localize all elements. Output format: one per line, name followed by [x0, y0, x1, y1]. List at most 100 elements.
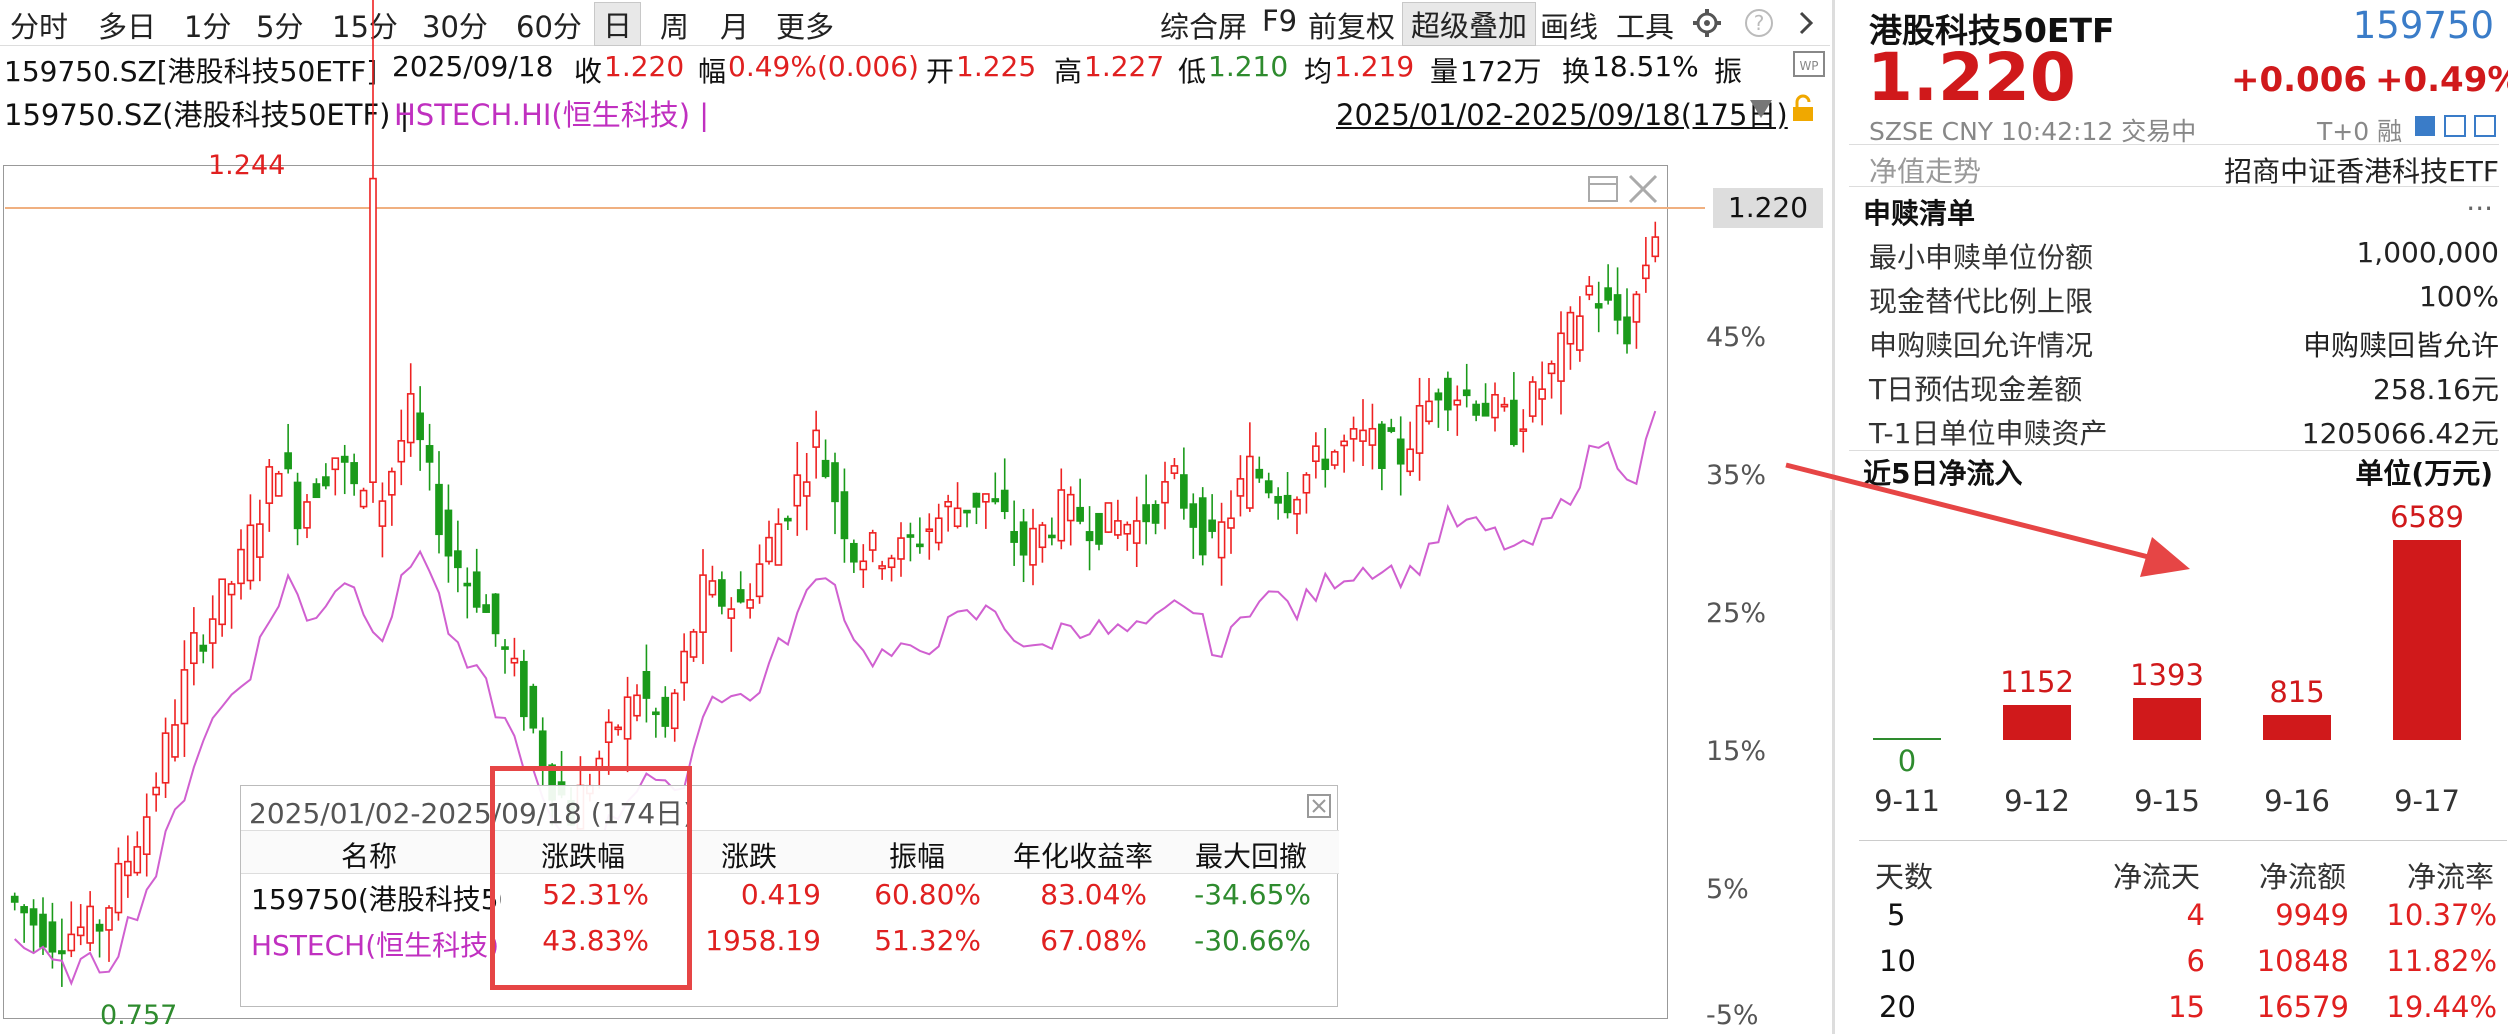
candle-body — [86, 905, 94, 944]
candle-body — [1481, 402, 1490, 417]
dropdown-arrow-icon[interactable] — [1748, 98, 1774, 120]
toolbar-icons[interactable] — [2413, 114, 2503, 138]
flow-amount: 9949 — [2275, 898, 2349, 932]
candle-body — [1632, 293, 1641, 323]
quote-info-line: 159750.SZ[港股科技50ETF] 2025/09/18 收 1.220 … — [0, 46, 1830, 90]
candle-body — [1312, 445, 1320, 463]
super-overlay-button[interactable]: 超级叠加 — [1402, 2, 1537, 46]
candle-body — [1472, 403, 1480, 416]
lock-icon[interactable] — [1788, 94, 1818, 124]
redeem-item-label: T-1日单位申赎资产 — [1869, 417, 2108, 450]
stats-row-etf: 159750(港股科技50 52.31% 0.419 60.80% 83.04%… — [241, 874, 1339, 918]
forward-adjust-button[interactable]: 前复权 — [1308, 10, 1396, 44]
period-tab-5m[interactable]: 5分 — [256, 10, 304, 44]
window-icon[interactable]: WP — [1792, 50, 1826, 82]
candles — [10, 0, 1660, 987]
candle-body — [1425, 400, 1433, 423]
gear-icon[interactable] — [1692, 8, 1722, 38]
flow-table-header: 天数 净流天 净流额 净流率 — [1835, 848, 2508, 894]
candle-body — [1585, 285, 1594, 296]
chevron-right-icon[interactable] — [1796, 10, 1816, 36]
candle-body — [718, 579, 726, 607]
nav-trend-row[interactable]: 净值走势 招商中证香港科技ETF — [1869, 146, 2499, 190]
stats-header-ann: 年化收益率 — [1013, 840, 1154, 873]
period-tab-15m[interactable]: 15分 — [332, 10, 398, 44]
period-tab-1m[interactable]: 1分 — [184, 10, 232, 44]
candle-body — [1151, 503, 1160, 524]
period-tab-month[interactable]: 月 — [720, 10, 750, 44]
restore-icon[interactable] — [1586, 172, 1620, 206]
help-icon[interactable]: ? — [1744, 8, 1774, 38]
net-inflow-header: 近5日净流入 单位(万元) — [1863, 448, 2493, 492]
candle-body — [1048, 534, 1056, 539]
low-value: 1.210 — [1208, 50, 1289, 83]
inflow-bar[interactable] — [1873, 738, 1941, 740]
stats-chg: 1958.19 — [705, 924, 821, 957]
candle-body — [1642, 264, 1650, 280]
candle-body — [105, 907, 113, 931]
close-icon[interactable] — [1307, 794, 1331, 818]
flow-days: 20 — [1879, 990, 1916, 1024]
candle-body — [1255, 468, 1264, 479]
candle-body — [76, 926, 85, 937]
volume-label: 量 — [1430, 55, 1459, 88]
overlay-legend: 159750.SZ(港股科技50ETF) | HSTECH.HI(恒生科技) |… — [0, 88, 1830, 134]
redeem-list-header: 申赎清单 ··· — [1863, 188, 2493, 232]
candle-body — [67, 933, 76, 952]
candle-body — [906, 534, 915, 538]
annotation-arrow — [1785, 462, 2190, 577]
stats-header-row: 名称 涨跌幅 涨跌 振幅 年化收益率 最大回撤 — [241, 830, 1339, 874]
overlay-series-label[interactable]: HSTECH.HI(恒生科技) | — [394, 98, 709, 132]
inflow-bar[interactable] — [2393, 540, 2461, 740]
period-tab-more[interactable]: 更多 — [776, 10, 835, 44]
flow-table-row: 20 15 16579 19.44% — [1835, 984, 2508, 1030]
inflow-bar[interactable] — [2003, 705, 2071, 740]
price-change: +0.006 — [2231, 60, 2368, 100]
inflow-bar-date: 9-17 — [2394, 784, 2460, 818]
period-tab-day[interactable]: 日 — [594, 2, 642, 46]
period-tab-30m[interactable]: 30分 — [422, 10, 488, 44]
candle-body — [406, 393, 415, 444]
composite-screen-button[interactable]: 综合屏 — [1160, 10, 1248, 44]
candle-body — [1604, 287, 1612, 301]
close-icon[interactable] — [1626, 172, 1660, 206]
candle-body — [1547, 363, 1556, 375]
stats-row-index: HSTECH(恒生科技) 43.83% 1958.19 51.32% 67.08… — [241, 920, 1339, 964]
candle-body — [642, 671, 651, 699]
more-button[interactable]: ··· — [2466, 192, 2493, 225]
inflow-bar-value: 1152 — [2000, 665, 2074, 700]
candle-body — [1057, 489, 1066, 542]
candle-body — [972, 492, 981, 508]
candle-body — [1038, 524, 1047, 549]
flow-header-amount: 净流额 — [2259, 860, 2347, 894]
inflow-bar[interactable] — [2263, 715, 2331, 740]
candle-body — [350, 462, 358, 485]
stats-amp: 60.80% — [874, 878, 981, 911]
candle-body — [991, 498, 1000, 503]
inflow-bar[interactable] — [2133, 697, 2201, 740]
candle-body — [1594, 303, 1603, 309]
candle-body — [1415, 405, 1424, 454]
amplitude-label: 振 — [1714, 55, 1743, 88]
candle-body — [953, 507, 962, 528]
candle-body — [774, 523, 783, 566]
turnover-value: 18.51% — [1592, 50, 1699, 83]
candle-body — [1095, 512, 1103, 545]
price-change-pct: +0.49% — [2375, 60, 2508, 100]
candle-body — [831, 462, 839, 503]
period-tab-week[interactable]: 周 — [660, 10, 690, 44]
draw-line-button[interactable]: 画线 — [1540, 10, 1599, 44]
candle-body — [10, 895, 19, 903]
candle-body — [1104, 502, 1113, 533]
candle-body — [1208, 519, 1216, 532]
date-range-selector[interactable]: 2025/01/02-2025/09/18(175日) — [1336, 98, 1788, 132]
f9-button[interactable]: F9 — [1262, 4, 1298, 38]
close-value: 1.220 — [604, 50, 685, 83]
inflow-bar-date: 9-16 — [2264, 784, 2330, 818]
period-tab-multiday[interactable]: 多日 — [98, 10, 157, 44]
period-tab-60m[interactable]: 60分 — [516, 10, 582, 44]
tools-button[interactable]: 工具 — [1616, 10, 1675, 44]
candle-body — [699, 574, 707, 633]
candlestick-chart[interactable] — [0, 0, 1830, 1034]
period-tab-fenshi[interactable]: 分时 — [10, 10, 69, 44]
